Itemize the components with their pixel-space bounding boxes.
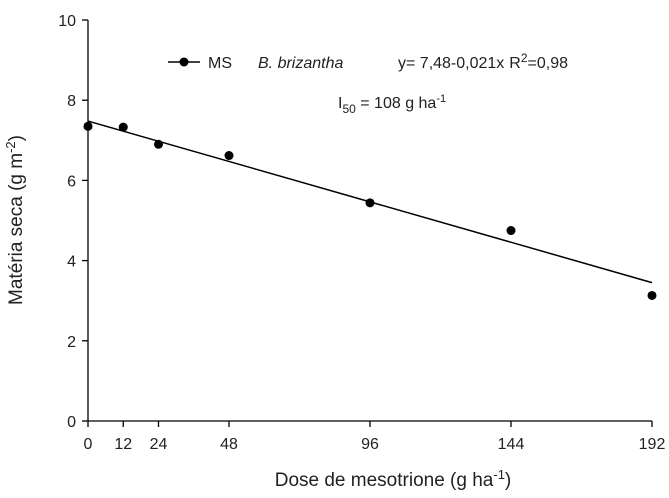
fit-equation: y= 7,48-0,021x: [398, 55, 504, 72]
annotation-main: I: [338, 95, 342, 112]
annotation-sup: -1: [436, 93, 446, 105]
legend-species: B. brizantha: [258, 55, 343, 72]
x-tick-label: 192: [639, 436, 666, 453]
y-axis-label: Matéria seca (g m-2): [3, 135, 27, 305]
y-tick-label: 8: [67, 93, 76, 110]
x-tick-label: 144: [498, 436, 525, 453]
legend-text: MS B. brizantha y= 7,48-0,021x R2=0,98: [208, 51, 568, 72]
y-tick-label: 10: [58, 13, 76, 30]
data-point: [154, 139, 163, 149]
data-point: [506, 226, 516, 236]
r2-label: R: [509, 55, 521, 72]
x-tick-label: 48: [220, 436, 238, 453]
y-tick-label: 0: [67, 414, 76, 431]
x-label-main: Dose de mesotrione (g ha: [275, 470, 494, 491]
y-tick-label: 2: [67, 334, 76, 351]
x-axis-label: Dose de mesotrione (g ha-1): [275, 467, 512, 491]
x-label-end: ): [505, 470, 511, 491]
x-label-sup: -1: [493, 467, 505, 482]
legend-marker: [179, 57, 189, 67]
data-point: [83, 121, 93, 131]
y-label-main: Matéria seca (g m: [6, 153, 27, 305]
legend-name: MS: [208, 55, 232, 72]
x-tick-label: 12: [114, 436, 132, 453]
annotation-rest: = 108 g ha: [356, 95, 437, 112]
y-tick-label: 6: [67, 173, 76, 190]
data-point: [647, 290, 657, 300]
data-point: [365, 198, 375, 208]
y-label-end: ): [6, 135, 27, 141]
annotation: I50 = 108 g ha-1: [338, 93, 446, 116]
x-tick-label: 0: [84, 436, 93, 453]
data-point: [118, 122, 128, 132]
r2-sup: 2: [521, 51, 528, 65]
annotation-sub: 50: [342, 102, 356, 116]
y-label-sup: -2: [3, 141, 18, 153]
data-point: [224, 151, 234, 161]
x-tick-label: 24: [150, 436, 168, 453]
x-tick-label: 96: [361, 436, 379, 453]
r2-value: =0,98: [528, 55, 569, 72]
y-tick-label: 4: [67, 254, 76, 271]
